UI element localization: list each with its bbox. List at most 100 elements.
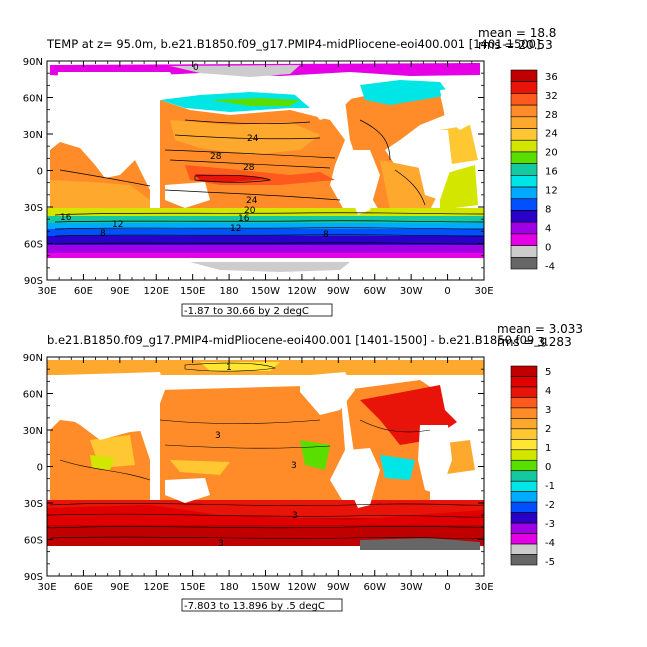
lon-tick-label: 90E	[110, 286, 129, 297]
lon-tick-label: 180	[220, 286, 239, 297]
p2-contour-label: 1	[226, 363, 232, 373]
lon-tick-label: 60E	[74, 582, 93, 593]
colorbar-tick-label: 16	[545, 167, 558, 178]
colorbar-swatch	[510, 533, 538, 545]
colorbar-swatch	[510, 175, 538, 188]
colorbar-swatch	[510, 210, 538, 223]
p1-contour-label: 24	[246, 196, 258, 206]
lon-tick-label: 30E	[37, 286, 56, 297]
lon-tick-label: 150W	[251, 286, 280, 297]
lat-tick-label: 30N	[23, 130, 43, 141]
colorbar-swatch	[510, 116, 538, 129]
panel-1-mean: mean = 18.8	[478, 26, 556, 40]
panel-1-colorbar: 36 32 28 24 20 16 12 8 4 0 -4	[510, 69, 558, 272]
colorbar-swatch	[510, 69, 538, 83]
colorbar-tick-label: 28	[545, 110, 558, 121]
p2-contour-label: 3	[218, 539, 224, 549]
colorbar-tick-label: 5	[545, 367, 551, 378]
colorbar-swatch	[510, 407, 538, 419]
panel-1-range-box: -1.87 to 30.66 by 2 degC	[181, 303, 333, 317]
colorbar-tick-label: 3	[545, 405, 551, 416]
panel-1-range-label: -1.87 to 30.66 by 2 degC	[184, 306, 309, 317]
colorbar-swatch	[510, 397, 538, 409]
lon-tick-label: 30W	[400, 582, 423, 593]
panel-2: b.e21.B1850.f09_g17.PMIP4-midPliocene-eo…	[23, 322, 583, 612]
lon-tick-label: 180	[220, 582, 239, 593]
colorbar-swatch	[510, 151, 538, 164]
colorbar-tick-label: 4	[545, 386, 551, 397]
panel-2-colorbar: 5 4 3 2 1 0 -1 -2 -3 -4 -5	[510, 365, 555, 568]
colorbar-swatch	[510, 459, 538, 472]
colorbar-swatch	[510, 386, 538, 398]
panel-1: TEMP at z= 95.0m, b.e21.B1850.f09_g17.PM…	[23, 26, 558, 317]
colorbar-swatch	[510, 81, 538, 94]
colorbar-swatch	[510, 512, 538, 524]
colorbar-swatch	[510, 245, 538, 258]
colorbar-swatch	[510, 256, 538, 270]
p2-contour-label: 3	[291, 461, 297, 471]
colorbar-tick-label: 32	[545, 91, 558, 102]
lon-tick-label: 120W	[287, 582, 316, 593]
lon-tick-label: 90W	[327, 582, 350, 593]
colorbar-swatch	[510, 491, 538, 503]
p1-contour-label: 8	[100, 229, 106, 239]
colorbar-tick-label: -4	[545, 261, 555, 272]
lat-tick-label: 60S	[24, 240, 43, 251]
lon-tick-label: 0	[444, 582, 450, 593]
lat-tick-label: 90N	[23, 353, 43, 364]
colorbar-swatch	[510, 139, 538, 153]
panel-2-title: b.e21.B1850.f09_g17.PMIP4-midPliocene-eo…	[47, 333, 547, 347]
colorbar-tick-label: 0	[545, 462, 551, 473]
lon-tick-label: 120W	[287, 286, 316, 297]
lat-tick-label: 90S	[24, 276, 43, 287]
colorbar-tick-label: -5	[545, 557, 555, 568]
colorbar-tick-label: 4	[545, 223, 551, 234]
lon-tick-label: 60E	[74, 286, 93, 297]
colorbar-tick-label: 12	[545, 186, 558, 197]
colorbar-swatch	[510, 186, 538, 200]
colorbar-swatch	[510, 439, 538, 451]
lat-tick-label: 60N	[23, 390, 43, 401]
lon-tick-label: 0	[444, 286, 450, 297]
lon-tick-label: 90W	[327, 286, 350, 297]
lat-tick-label: 60S	[24, 536, 43, 547]
lon-tick-label: 120E	[144, 286, 169, 297]
colorbar-tick-label: -1	[545, 481, 555, 492]
colorbar-swatch	[510, 128, 538, 141]
p1-contour-label: 8	[323, 230, 329, 240]
lat-tick-label: 90S	[24, 572, 43, 583]
colorbar-tick-label: -3	[545, 519, 555, 530]
colorbar-swatch	[510, 522, 538, 534]
p1-contour-label: 20	[244, 206, 256, 216]
lon-tick-label: 120E	[144, 582, 169, 593]
colorbar-swatch	[510, 198, 538, 211]
lat-tick-label: 60N	[23, 94, 43, 105]
p1-contour-label: 0	[193, 63, 199, 73]
colorbar-swatch	[510, 233, 538, 246]
colorbar-swatch	[510, 221, 538, 235]
p1-contour-label: 12	[230, 224, 241, 234]
p1-contour-label: 24	[247, 134, 259, 144]
p2-contour-label: 3	[292, 511, 298, 521]
lat-tick-label: 0	[37, 167, 43, 178]
colorbar-tick-label: -2	[545, 500, 555, 511]
colorbar-tick-label: 20	[545, 148, 558, 159]
panel-2-range-box: -7.803 to 13.896 by .5 degC	[181, 598, 343, 612]
panel-2-rms: rms = 3.283	[497, 335, 572, 349]
lat-tick-label: 30N	[23, 426, 43, 437]
lat-tick-label: 30S	[24, 203, 43, 214]
panel-1-rms: rms = 20.53	[478, 38, 553, 52]
lon-tick-label: 150W	[251, 582, 280, 593]
lat-tick-label: 30S	[24, 499, 43, 510]
lon-tick-label: 30E	[37, 582, 56, 593]
colorbar-swatch	[510, 543, 538, 555]
colorbar-tick-label: 8	[545, 205, 551, 216]
panel-2-range-label: -7.803 to 13.896 by .5 degC	[184, 601, 325, 612]
p1-contour-label: 16	[238, 214, 250, 224]
colorbar-swatch	[510, 163, 538, 176]
panel-1-title: TEMP at z= 95.0m, b.e21.B1850.f09_g17.PM…	[46, 37, 540, 51]
p1-contour-label: 28	[210, 152, 222, 162]
colorbar-swatch	[510, 554, 538, 566]
colorbar-tick-label: 24	[545, 129, 558, 140]
lon-tick-label: 30W	[400, 286, 423, 297]
